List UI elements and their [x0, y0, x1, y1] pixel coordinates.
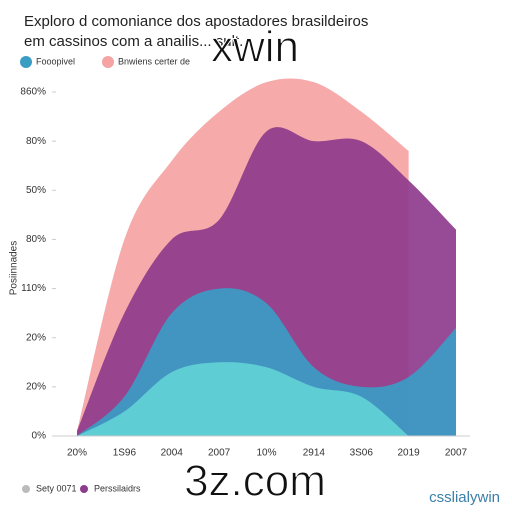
y-tick-label: 50% [26, 185, 46, 196]
chart-title: Exploro d comoniance dos apostadores bra… [24, 13, 368, 30]
y-axis-label: Posiinnades [9, 241, 20, 295]
legend-label: Sety 0071 [36, 483, 77, 493]
x-tick-label: 1S96 [113, 448, 137, 459]
x-tick-label: 20% [67, 448, 87, 459]
y-tick-label: 20% [26, 332, 46, 343]
legend-swatch [102, 56, 114, 68]
y-tick-label: 860% [20, 87, 46, 98]
x-tick-label: 2007 [208, 448, 231, 459]
y-tick-label: 110% [21, 283, 46, 294]
watermark: xwin [211, 23, 299, 72]
chart-subtitle: em cassinos com a anailis... sult. [24, 33, 243, 50]
watermark: 3z.com [184, 457, 326, 506]
legend-swatch [80, 485, 88, 493]
x-tick-label: 2004 [161, 448, 184, 459]
legend-swatch [22, 485, 30, 493]
y-tick-label: 0% [32, 431, 47, 442]
y-tick-label: 20% [26, 381, 46, 392]
x-tick-label: 2007 [445, 448, 468, 459]
legend-swatch [20, 56, 32, 68]
x-tick-label: 2914 [303, 448, 326, 459]
x-tick-label: 2019 [398, 448, 421, 459]
legend-label: Perssilaidrs [94, 483, 141, 493]
watermark: csslialywin [429, 489, 500, 506]
x-tick-label: 3S06 [350, 448, 374, 459]
legend-label: Fooopivel [36, 56, 75, 66]
y-tick-label: 80% [26, 136, 46, 147]
y-tick-label: 80% [26, 234, 46, 245]
legend-label: Bnwiens certer de [118, 56, 190, 66]
x-tick-label: 10% [256, 448, 276, 459]
area [77, 362, 409, 436]
plot-area [77, 78, 456, 437]
